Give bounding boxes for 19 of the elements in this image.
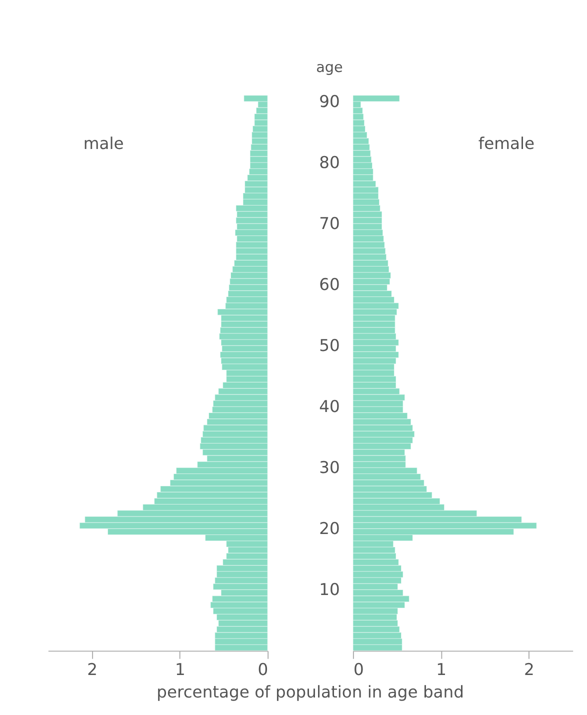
y-tick-label: 70	[319, 214, 340, 233]
x-tick-label: 1	[436, 660, 446, 680]
annotation: female	[478, 134, 535, 154]
y-tick-label: 40	[319, 396, 340, 416]
x-tick-label: 1	[175, 660, 186, 680]
y-tick-label: 20	[319, 518, 340, 538]
x-axis-title: percentage of population in age band	[156, 682, 464, 702]
x-tick-label: 2	[87, 660, 98, 680]
annotation: male	[83, 134, 124, 154]
y-tick-label: 60	[319, 274, 340, 294]
y-tick-label: 10	[319, 580, 340, 599]
y-tick-label: 30	[319, 458, 340, 477]
y-tick-label: 50	[319, 336, 340, 355]
x-tick-label: 2	[524, 660, 534, 680]
x-tick-label: 0	[258, 660, 268, 680]
y-tick-label: 90	[319, 92, 340, 111]
y-axis-title: age	[316, 60, 344, 76]
y-tick-label: 80	[319, 152, 340, 172]
x-tick-label: 0	[353, 660, 364, 680]
